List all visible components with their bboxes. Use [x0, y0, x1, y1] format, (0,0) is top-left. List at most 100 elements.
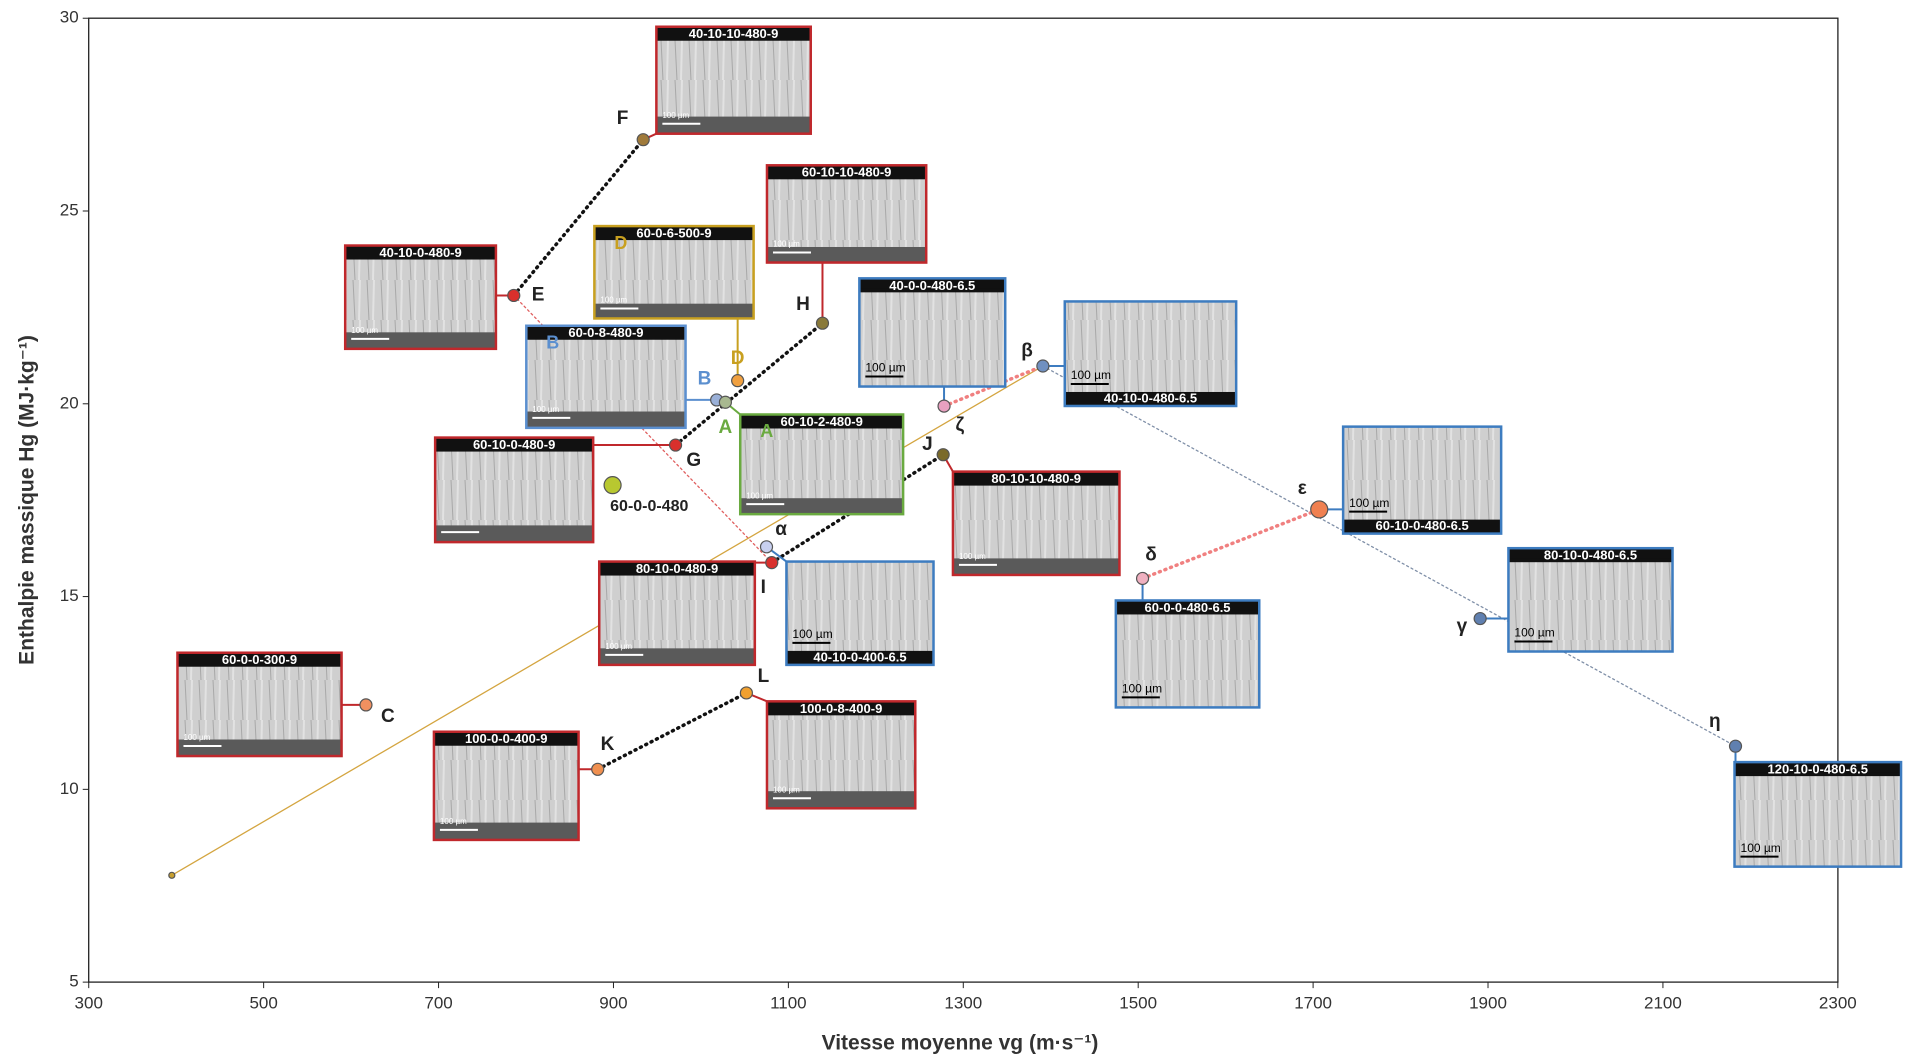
micrograph: [599, 561, 755, 665]
scale-label: 100 µm: [662, 111, 689, 120]
title-band: [594, 226, 754, 241]
data-point: [731, 374, 745, 388]
point-label: D: [731, 348, 745, 369]
scale-label: 100 µm: [792, 627, 832, 641]
inset-title: 60-10-0-480-6.5: [1376, 518, 1469, 533]
scale-label: 100 µm: [1514, 626, 1554, 640]
scale-label: 100 µm: [440, 817, 467, 826]
data-point: [936, 448, 950, 462]
x-tick-label: 1700: [1294, 994, 1332, 1013]
x-tick-label: 2100: [1644, 994, 1682, 1013]
inset-title: 80-10-10-480-9: [991, 471, 1081, 486]
inset-title: 100-0-0-400-9: [465, 731, 547, 746]
scale-label: 100 µm: [773, 240, 800, 249]
scale-label: 100 µm: [1741, 841, 1781, 855]
data-point: [815, 316, 830, 330]
scale-label: 100 µm: [183, 733, 210, 742]
title-band: [1064, 391, 1237, 406]
micrograph: [1734, 762, 1902, 867]
point-label: α: [775, 519, 787, 540]
inset-border: [1114, 599, 1261, 709]
micrograph-inset: 40-10-0-480-9 100 µm: [343, 244, 498, 351]
inset-border: [951, 470, 1121, 577]
x-tick-label: 900: [599, 994, 627, 1013]
micrograph-inset: 60-0-0-300-9 100 µm: [176, 651, 343, 758]
substrate: [599, 648, 755, 665]
trend-line: [1140, 507, 1321, 581]
inset-title: 60-0-0-480-6.5: [1145, 600, 1231, 615]
inset-title: 80-10-0-480-9: [636, 561, 718, 576]
inset-title: 60-0-8-480-9: [568, 325, 643, 340]
point-label: A: [719, 417, 733, 438]
title-band: [766, 701, 916, 716]
title-band: [599, 561, 755, 576]
data-point: [1310, 500, 1329, 519]
inset-title: 100-0-8-400-9: [800, 701, 882, 716]
micrograph: [526, 325, 686, 428]
inset-title: 40-10-10-480-9: [689, 26, 779, 41]
point-label: L: [758, 666, 770, 687]
title-band: [177, 652, 342, 667]
data-point: [1473, 611, 1487, 626]
inset-title: 80-10-0-480-6.5: [1544, 548, 1637, 563]
substrate: [526, 411, 686, 428]
title-band: [345, 245, 496, 260]
data-point: [1036, 359, 1050, 373]
substrate: [952, 558, 1120, 575]
title-band: [526, 325, 686, 340]
scale-label: 100 µm: [1071, 368, 1111, 382]
x-tick-label: 1300: [944, 994, 982, 1013]
scale-label: 100 µm: [351, 326, 378, 335]
inset-border: [1063, 300, 1238, 408]
inset-border: [176, 651, 343, 758]
substrate: [656, 116, 811, 134]
substrate: [766, 246, 927, 263]
scale-label: 100 µm: [865, 361, 905, 375]
point-label: H: [796, 294, 810, 315]
scale-label: 100 µm: [773, 785, 800, 794]
point-label: ε: [1298, 478, 1307, 499]
title-band: [766, 165, 927, 180]
micrograph-inset: 80-10-0-480-9 100 µm: [597, 560, 757, 667]
top-band: [1115, 600, 1260, 611]
substrate: [740, 498, 904, 515]
point-label: G: [686, 450, 701, 471]
inset-border: [433, 436, 595, 544]
micrograph-inset: 80-10-0-480-6.5 100 µm: [1507, 546, 1674, 653]
data-point: [759, 540, 774, 554]
x-tick-label: 1500: [1119, 994, 1157, 1013]
top-band: [1508, 548, 1673, 559]
inset-border: [738, 413, 905, 516]
data-point: [937, 399, 951, 413]
x-tick-label: 500: [249, 994, 277, 1013]
micrograph: [766, 165, 927, 263]
inset-border: [525, 324, 687, 430]
micrograph-inset: 60-10-2-480-9 100 µm A: [738, 413, 905, 516]
point-label: B: [698, 368, 712, 389]
scale-label: 100 µm: [605, 642, 632, 651]
point-label: J: [922, 434, 933, 455]
data-point: [668, 438, 683, 452]
micrograph: [1343, 426, 1502, 534]
scale-label: 100 µm: [1349, 496, 1389, 510]
top-band: [859, 278, 1006, 289]
point-label: 60-0-0-480: [610, 498, 688, 515]
y-tick-label: 20: [60, 393, 79, 412]
inset-letter: A: [760, 421, 773, 441]
data-point: [603, 476, 622, 495]
point-label: γ: [1457, 616, 1468, 637]
data-point: [591, 762, 605, 776]
data-point: [1135, 571, 1150, 586]
point-label: C: [381, 706, 395, 727]
scale-label: 100 µm: [600, 296, 627, 305]
micrograph-inset: 80-10-10-480-9 100 µm: [951, 470, 1121, 577]
inset-border: [1733, 760, 1903, 868]
micrograph: [859, 278, 1006, 387]
inset-border: [597, 560, 757, 667]
point-label: η: [1709, 711, 1721, 732]
micrograph: [177, 652, 342, 757]
x-tick-label: 700: [424, 994, 452, 1013]
point-label: δ: [1145, 544, 1157, 565]
inset-border: [343, 244, 498, 351]
